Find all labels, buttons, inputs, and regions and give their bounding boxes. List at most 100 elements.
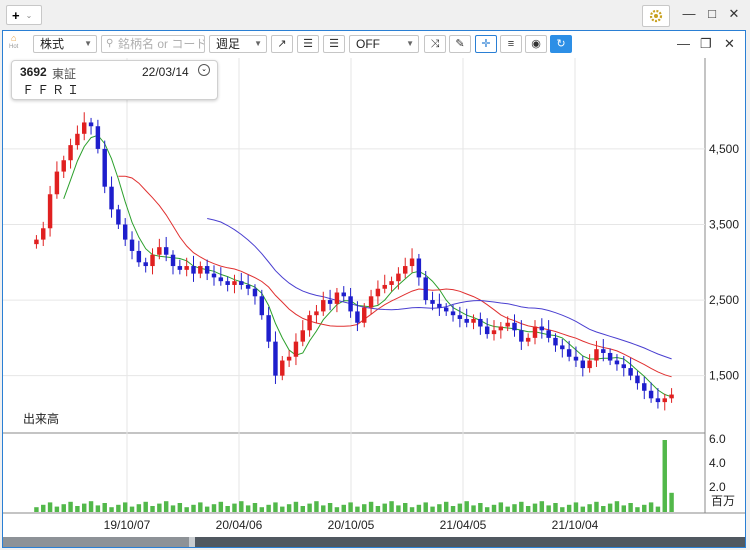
volume-bar bbox=[136, 504, 142, 512]
volume-bar bbox=[655, 506, 661, 512]
volume-bar bbox=[560, 507, 565, 512]
volume-bar bbox=[129, 506, 135, 512]
price-tick-label: 2,500 bbox=[709, 293, 739, 307]
symbol-search-input[interactable]: ⚲ 銘柄名 or コード bbox=[101, 35, 205, 53]
asset-type-select[interactable]: 株式 ▼ bbox=[33, 35, 97, 53]
shuffle-button[interactable]: ⤨ bbox=[424, 35, 446, 53]
candle-body bbox=[655, 398, 661, 403]
indicator-select[interactable]: OFF ▼ bbox=[349, 35, 419, 53]
volume-bar bbox=[464, 501, 469, 512]
ma-mid-line bbox=[118, 175, 672, 378]
volume-bar bbox=[525, 506, 531, 512]
candle-body bbox=[293, 341, 299, 357]
volume-bar bbox=[109, 507, 114, 512]
candle-body bbox=[553, 337, 558, 346]
candle-body bbox=[307, 315, 312, 331]
period-select[interactable]: 週足 ▼ bbox=[209, 35, 267, 53]
settings-sliders-button[interactable]: ≡ bbox=[500, 35, 522, 53]
chevron-down-icon: ⌄ bbox=[25, 10, 33, 20]
candle-body bbox=[573, 356, 579, 361]
navigator-strip bbox=[3, 537, 745, 547]
candle-body bbox=[368, 296, 374, 308]
volume-bar bbox=[546, 505, 551, 512]
trendline-tool-button[interactable]: ↗ bbox=[271, 35, 293, 53]
candle-body bbox=[396, 273, 401, 282]
candle-body bbox=[423, 277, 428, 301]
date-tick-label: 21/04/05 bbox=[440, 518, 487, 532]
stock-info-box: 3692 東証 22/03/14 ⌄ ＦＦＲＩ bbox=[11, 60, 218, 100]
candle-body bbox=[252, 288, 258, 297]
camera-button[interactable]: ◉ bbox=[525, 35, 547, 53]
window-close-button[interactable]: ✕ bbox=[728, 6, 740, 21]
candle-body bbox=[669, 394, 674, 399]
crosshair-button[interactable]: ✛ bbox=[475, 35, 497, 53]
volume-bar bbox=[232, 503, 237, 512]
volume-bar bbox=[259, 507, 265, 512]
chevron-down-icon[interactable]: ⌄ bbox=[198, 64, 210, 76]
volume-bar bbox=[382, 503, 387, 512]
volume-bar bbox=[519, 501, 524, 512]
volume-bar bbox=[177, 503, 183, 512]
volume-bar bbox=[34, 507, 39, 512]
panel-minimize-button[interactable]: — bbox=[677, 36, 690, 51]
candle-body bbox=[109, 186, 114, 210]
navigator-handle bbox=[189, 537, 195, 547]
candle-body bbox=[450, 311, 456, 316]
volume-bar bbox=[47, 502, 53, 512]
volume-bar bbox=[635, 507, 640, 512]
candle-body bbox=[464, 318, 469, 323]
candle-body bbox=[382, 284, 387, 289]
align-left-button[interactable]: ☰ bbox=[297, 35, 319, 53]
volume-bar bbox=[423, 502, 428, 512]
candle-body bbox=[560, 345, 565, 350]
chevron-down-icon: ▼ bbox=[406, 39, 414, 48]
volume-bar bbox=[430, 506, 435, 512]
volume-bar bbox=[669, 492, 674, 512]
candle-body bbox=[54, 171, 60, 195]
panel-restore-button[interactable]: ❐ bbox=[700, 36, 712, 51]
plus-icon: + bbox=[12, 7, 20, 23]
volume-bar bbox=[204, 506, 210, 512]
volume-bar bbox=[300, 506, 305, 512]
price-tick-label: 3,500 bbox=[709, 217, 739, 231]
settings-button[interactable] bbox=[642, 5, 670, 27]
draw-pen-button[interactable]: ✎ bbox=[449, 35, 471, 53]
volume-bar bbox=[566, 504, 572, 512]
align-right-button[interactable]: ☰ bbox=[323, 35, 345, 53]
volume-bar bbox=[416, 504, 422, 512]
candle-body bbox=[484, 326, 490, 335]
candle-body bbox=[259, 296, 265, 316]
candle-body bbox=[82, 122, 87, 134]
price-chart[interactable]: 4,500 3,500 2,500 1,500 19/10/07 20/04/06 20/1… bbox=[3, 58, 745, 547]
volume-bar bbox=[628, 503, 633, 512]
volume-bar bbox=[88, 501, 94, 512]
candle-body bbox=[443, 307, 449, 312]
volume-bar bbox=[642, 504, 647, 512]
volume-bar bbox=[491, 504, 497, 512]
refresh-button[interactable]: ↻ bbox=[550, 35, 572, 53]
volume-bar bbox=[587, 504, 592, 512]
panel-close-button[interactable]: ✕ bbox=[724, 36, 735, 51]
candle-body bbox=[628, 368, 633, 376]
candle-body bbox=[662, 398, 667, 403]
candle-body bbox=[184, 266, 189, 270]
candle-body bbox=[211, 273, 217, 278]
hot-icon[interactable]: ⌂ Hot bbox=[9, 33, 19, 51]
candle-body bbox=[245, 284, 251, 289]
candle-body bbox=[437, 303, 442, 308]
volume-bar bbox=[280, 506, 285, 512]
add-window-button[interactable]: + ⌄ bbox=[6, 5, 42, 25]
volume-bar bbox=[286, 504, 292, 512]
volume-bar bbox=[75, 506, 80, 512]
market-label: 東証 bbox=[52, 67, 77, 81]
candle-body bbox=[614, 360, 620, 365]
window-maximize-button[interactable]: □ bbox=[708, 6, 716, 21]
volume-bar bbox=[341, 504, 346, 512]
candle-body bbox=[232, 281, 237, 285]
price-tick-label: 4,500 bbox=[709, 142, 739, 156]
volume-bar bbox=[601, 506, 606, 512]
candle-body bbox=[348, 296, 353, 312]
window-minimize-button[interactable]: — bbox=[682, 6, 696, 21]
stock-name: ＦＦＲＩ bbox=[22, 83, 83, 97]
volume-bar bbox=[314, 501, 319, 512]
